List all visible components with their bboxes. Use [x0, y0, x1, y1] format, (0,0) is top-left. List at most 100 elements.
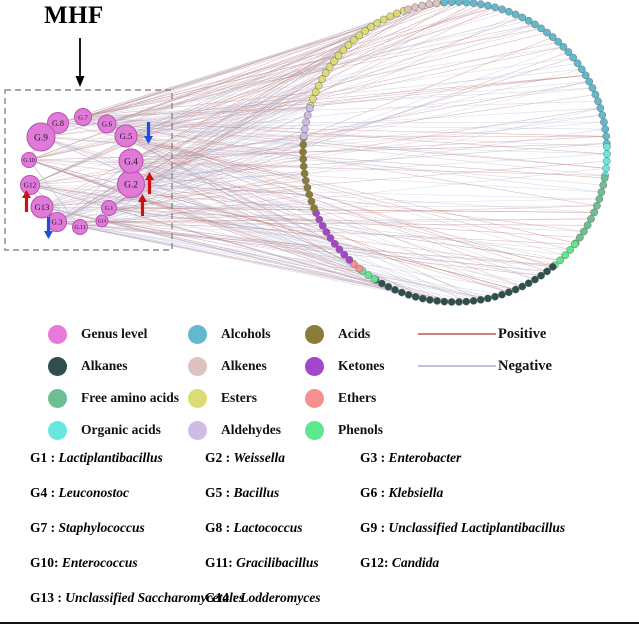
- metabolite-node: [603, 142, 611, 151]
- metabolite-node: [524, 16, 533, 25]
- metabolite-node: [580, 227, 588, 236]
- metabolite-node: [300, 125, 309, 134]
- metabolite-node: [411, 293, 420, 301]
- positive-correlation-edge: [29, 184, 327, 233]
- positive-correlation-edge: [106, 123, 536, 280]
- negative-correlation-edge: [125, 28, 542, 137]
- legend-label: Free amino acids: [81, 390, 179, 405]
- positive-correlation-edge: [106, 123, 548, 272]
- positive-correlation-edge: [106, 123, 607, 169]
- positive-correlation-edge: [79, 194, 310, 228]
- metabolite-node: [548, 263, 557, 271]
- genus-node-g1[interactable]: [101, 200, 117, 216]
- positive-correlation-edge: [108, 207, 331, 239]
- metabolite-node: [404, 5, 412, 14]
- positive-correlation-edge: [82, 28, 542, 118]
- negative-correlation-edge: [56, 221, 360, 269]
- legend-label: Alkanes: [81, 358, 128, 373]
- genus-node-label: G.6: [102, 121, 113, 129]
- positive-correlation-edge: [101, 220, 575, 245]
- genus-node-label: G.5: [120, 131, 133, 141]
- genus-node-g7[interactable]: [74, 108, 92, 126]
- metabolite-node: [311, 88, 320, 97]
- negative-correlation-edge: [40, 136, 376, 281]
- genus-node-g9[interactable]: [26, 122, 56, 152]
- genus-node-g6[interactable]: [97, 114, 117, 134]
- genus-key-code: G7 :: [30, 520, 59, 535]
- genus-key-code: G14 :: [205, 590, 241, 605]
- genus-node-label: G.1: [105, 206, 114, 212]
- metabolite-node: [309, 95, 317, 103]
- legend-item-free-amino-acids: Free amino acids: [48, 382, 179, 414]
- genus-node-layer: G.1 G.2 G.3 G.4 G.5 G.6 G.7 G.8 G.9 G.10 G.11 G12 G1…: [20, 108, 145, 235]
- positive-correlation-edge: [130, 2, 437, 162]
- negative-correlation-edge: [101, 128, 305, 222]
- positive-correlation-edge: [101, 220, 340, 250]
- genus-node-label: G.11: [74, 225, 85, 231]
- positive-correlation-edge: [106, 75, 586, 125]
- metabolite-node: [391, 285, 399, 294]
- genus-node-g10[interactable]: [21, 152, 37, 168]
- genus-selection-box: [4, 89, 173, 251]
- metabolite-node: [570, 240, 579, 249]
- metabolite-node: [299, 162, 308, 171]
- metabolite-node: [301, 176, 310, 185]
- metabolite-node: [300, 169, 309, 178]
- metabolite-node: [321, 69, 330, 77]
- negative-correlation-edge: [108, 207, 542, 276]
- correlation-network-svg: G.1 G.2 G.3 G.4 G.5 G.6 G.7 G.8 G.9 G.10 G.11 G12 G1…: [4, 0, 611, 306]
- metabolite-node: [484, 1, 492, 10]
- genus-node-g12[interactable]: [20, 175, 40, 195]
- negative-correlation-edge: [101, 201, 312, 222]
- positive-correlation-edge: [130, 160, 304, 167]
- positive-correlation-edge: [130, 136, 607, 162]
- metabolite-node: [505, 288, 513, 297]
- metabolite-node: [548, 33, 557, 41]
- metabolite-node: [518, 13, 527, 22]
- genus-key-entry-6: G6 : Klebsiella: [360, 485, 443, 501]
- genus-node-g11[interactable]: [72, 219, 88, 235]
- positive-correlation-edge: [29, 2, 467, 186]
- legend-label: Organic acids: [81, 422, 161, 437]
- metabolite-node: [315, 215, 324, 224]
- genus-node-g8[interactable]: [47, 112, 69, 134]
- metabolite-node: [587, 215, 595, 223]
- metabolite-node: [318, 222, 327, 230]
- metabolite-node: [543, 267, 551, 276]
- genus-key-name: Lactococcus: [233, 520, 303, 535]
- metabolite-node-ring: [299, 0, 611, 306]
- negative-correlation-edge: [28, 159, 389, 288]
- metabolite-node: [432, 0, 441, 7]
- metabolite-node: [302, 118, 310, 126]
- genus-key-name: Enterobacter: [388, 450, 462, 465]
- legend-item-alcohols: Alcohols: [188, 318, 281, 350]
- negative-correlation-edge: [130, 183, 369, 276]
- genus-node-g14[interactable]: [95, 214, 109, 228]
- positive-correlation-edge: [130, 183, 317, 214]
- genus-key-entry-9: G9 : Unclassified Lactiplantibacillus: [360, 520, 565, 536]
- metabolite-node: [355, 31, 364, 40]
- metabolite-node: [511, 285, 520, 294]
- edge-layer: [28, 1, 608, 303]
- metabolite-node: [602, 157, 611, 166]
- metabolite-node: [378, 279, 386, 288]
- genus-key-name: Enterococcus: [61, 555, 138, 570]
- metabolite-node: [318, 75, 326, 84]
- genus-key-code: G2 :: [205, 450, 234, 465]
- metabolite-node: [330, 57, 338, 66]
- negative-correlation-edge: [82, 20, 529, 118]
- genus-node-g13[interactable]: [30, 195, 54, 219]
- network-panel: G.1 G.2 G.3 G.4 G.5 G.6 G.7 G.8 G.9 G.10 G.11 G12 G1…: [4, 0, 611, 306]
- positive-correlation-edge: [130, 160, 555, 266]
- genus-key-entry-8: G8 : Lactococcus: [205, 520, 302, 536]
- esters-dot: [188, 388, 207, 408]
- genus-key-row: G10: Enterococcus G11: Gracilibacillus G12…: [0, 555, 639, 589]
- metabolite-node: [299, 132, 308, 141]
- genus-node-g5[interactable]: [114, 124, 138, 148]
- metabolite-node: [340, 250, 349, 259]
- genus-level-dot: [48, 324, 67, 344]
- negative-correlation-edge: [125, 63, 578, 137]
- genus-node-g4[interactable]: [118, 148, 144, 174]
- genus-key-entry-11: G11: Gracilibacillus: [205, 555, 319, 571]
- metabolite-node: [397, 288, 406, 297]
